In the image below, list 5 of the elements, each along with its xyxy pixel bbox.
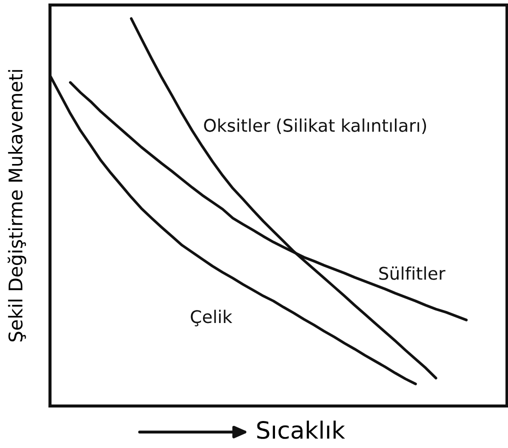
y-axis-title: Şekil Değiştirme Mukavemeti [8, 70, 26, 342]
series-label: Oksitler (Silikat kalıntıları) [204, 118, 426, 134]
series-label: Sülfitler [379, 266, 446, 280]
series-label: Çelik [190, 310, 232, 326]
x-axis-title: Sıcaklık [257, 420, 346, 439]
